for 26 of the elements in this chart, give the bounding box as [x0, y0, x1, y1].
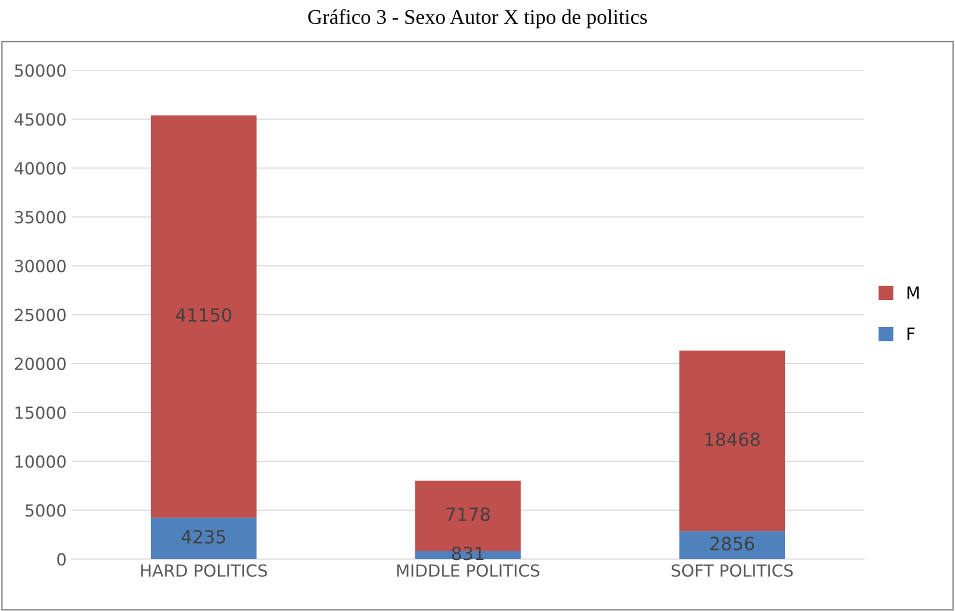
bar: [150, 518, 257, 560]
bar: [679, 350, 786, 532]
y-tick-label: 0: [57, 553, 66, 566]
bar: [679, 531, 786, 560]
y-tick-label: 50000: [15, 64, 66, 77]
legend-label: F: [908, 328, 915, 340]
data-label: 7178: [446, 507, 490, 522]
y-tick-label: 20000: [14, 358, 66, 370]
chart-title: Gráfico 3 - Sexo Autor X tipo de politics: [308, 9, 647, 28]
y-tick-label: 30000: [15, 260, 66, 272]
x-tick-label: MIDDLE POLITICS: [397, 564, 540, 577]
y-tick-label: 35000: [15, 210, 66, 224]
y-tick-label: 5000: [26, 504, 66, 517]
y-tick-label: 25000: [14, 308, 66, 322]
legend-label: M: [908, 286, 919, 299]
y-tick-label: 40000: [14, 162, 66, 175]
data-label: 18468: [705, 432, 760, 446]
x-tick-label: SOFT POLITICS: [672, 564, 793, 577]
data-label: 2856: [710, 536, 754, 550]
data-label: 4235: [182, 530, 226, 544]
x-tick-label: HARD POLITICS: [141, 564, 267, 577]
data-label: 41150: [176, 308, 232, 322]
y-tick-label: 45000: [14, 113, 66, 126]
y-tick-label: 15000: [16, 406, 66, 419]
y-tick-label: 10000: [16, 455, 66, 468]
bar: [150, 115, 257, 518]
